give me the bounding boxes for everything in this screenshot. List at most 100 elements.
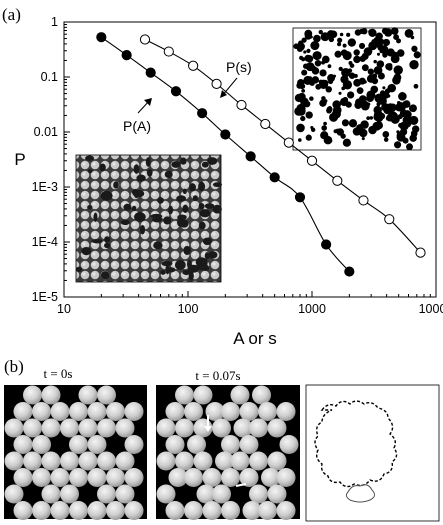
cluster-blob <box>321 125 327 131</box>
cluster-blob <box>318 29 323 35</box>
cluster-blob <box>373 37 381 44</box>
data-point-P(A) <box>121 50 132 61</box>
cluster-blob <box>411 131 415 135</box>
data-point-P(A) <box>321 239 332 250</box>
cluster-blob <box>356 87 364 95</box>
cluster-blob <box>396 100 401 105</box>
colloid-sphere <box>87 402 107 421</box>
colloid-sphere <box>87 435 107 454</box>
cluster-blob <box>382 86 386 90</box>
colloid-sphere <box>276 501 296 520</box>
colloid-sphere <box>78 451 98 471</box>
cluster-blob <box>305 111 313 119</box>
cluster-blob <box>363 47 373 56</box>
cluster-blob <box>382 52 388 58</box>
cluster-blob <box>305 134 312 141</box>
void-blob <box>183 245 191 256</box>
cluster-blob <box>393 77 399 83</box>
void-blob <box>145 157 151 167</box>
cluster-blob <box>393 34 400 40</box>
colloid-sphere <box>267 418 287 438</box>
inset-particle-image <box>75 154 223 283</box>
void-blob <box>134 194 139 199</box>
void-blob <box>204 203 215 209</box>
colloid-sphere <box>239 468 259 487</box>
colloid-sphere <box>69 501 88 520</box>
void-blob <box>165 264 170 275</box>
void-blob <box>113 181 119 189</box>
cluster-blob <box>306 48 311 53</box>
colloid-sphere <box>106 402 125 421</box>
cluster-blob <box>324 99 328 103</box>
cluster-blob <box>314 59 322 67</box>
cluster-blob <box>339 32 344 37</box>
x-axis-title: A or s <box>233 329 276 348</box>
cluster-blob <box>361 64 369 72</box>
colloid-sphere <box>165 501 185 520</box>
arrow-head-P(A) <box>144 98 152 106</box>
colloid-sphere <box>50 468 70 487</box>
void-blob <box>75 266 83 273</box>
void-blob <box>160 270 166 275</box>
colloid-sphere <box>41 418 61 438</box>
colloid-sphere <box>168 468 188 487</box>
colloid-sphere <box>32 435 51 454</box>
colloid-sphere <box>221 468 240 487</box>
colloid-sphere <box>60 484 79 504</box>
data-point-P(A) <box>96 32 107 43</box>
void-blob <box>123 203 132 211</box>
colloid-sphere <box>13 402 33 421</box>
colloid-sphere <box>106 468 125 487</box>
cluster-blob <box>361 137 365 141</box>
cluster-blob <box>406 143 413 151</box>
colloid-sphere <box>249 451 268 471</box>
colloid-sphere <box>196 484 216 504</box>
void-blob <box>100 190 113 201</box>
void-blob <box>133 164 140 174</box>
cluster-blob <box>301 69 308 76</box>
cluster-blob <box>342 43 347 48</box>
colloid-sphere <box>69 468 88 487</box>
colloid-sphere <box>97 484 116 504</box>
colloid-sphere <box>78 385 98 405</box>
arrow-head-P(s) <box>220 90 227 98</box>
colloid-sphere <box>13 435 33 454</box>
void-blob <box>189 183 197 192</box>
data-point-P(s) <box>415 247 426 258</box>
void-blob <box>104 236 111 244</box>
cluster-blob <box>339 97 349 107</box>
cluster-blob <box>370 85 379 94</box>
cluster-blob <box>376 102 381 107</box>
cluster-blob <box>329 112 339 122</box>
y-tick-label: 0.01 <box>34 125 58 139</box>
series-label-P(A): P(A) <box>123 118 151 134</box>
void-blob <box>187 264 200 273</box>
cluster-blob <box>342 50 352 61</box>
colloid-sphere <box>69 435 88 454</box>
data-point-P(A) <box>145 67 156 78</box>
colloid-sphere <box>279 435 299 454</box>
void-blob <box>87 169 93 174</box>
colloid-sphere <box>32 402 51 421</box>
y-tick-label: 1E-4 <box>32 235 58 249</box>
cluster-blob <box>366 94 375 102</box>
cluster-blob <box>327 64 332 69</box>
cluster-blob <box>366 74 376 83</box>
time-label-t0: t = 0s <box>43 366 72 381</box>
void-blob <box>93 212 98 222</box>
x-tick-label: 100 <box>178 302 199 316</box>
cluster-blob <box>296 42 305 51</box>
cluster-blob <box>386 114 394 122</box>
void-blob <box>136 174 146 182</box>
colloid-sphere <box>175 385 194 405</box>
panel-b-label: (b) <box>4 357 24 376</box>
cluster-blob <box>303 63 309 69</box>
cluster-blob <box>402 100 411 108</box>
void-blob <box>163 216 172 225</box>
cluster-blob <box>393 65 403 75</box>
void-blob <box>188 271 194 281</box>
colloid-sphere <box>221 402 240 421</box>
cluster-blob <box>367 102 371 106</box>
cluster-blob <box>369 116 374 120</box>
cluster-blob <box>338 91 342 95</box>
